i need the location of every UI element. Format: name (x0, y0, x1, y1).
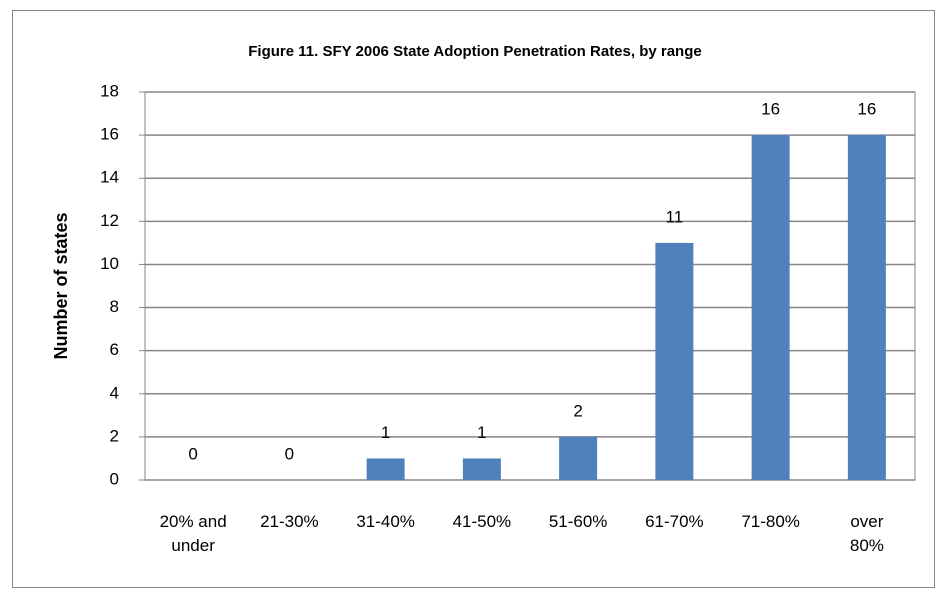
data-label: 16 (761, 100, 780, 119)
x-tick-label: 51-60% (548, 512, 608, 531)
y-tick-label: 16 (100, 125, 119, 144)
y-tick-label: 8 (110, 297, 119, 316)
data-label: 1 (381, 423, 390, 442)
data-label: 1 (477, 423, 486, 442)
bar (847, 135, 886, 480)
y-tick-label: 14 (100, 168, 119, 187)
data-label: 16 (857, 100, 876, 119)
x-tick-label: 41-50% (452, 512, 512, 531)
x-tick-label: 20% and under (159, 512, 227, 555)
y-tick-label: 6 (110, 340, 119, 359)
chart-border (12, 10, 935, 588)
bar (366, 458, 405, 480)
x-tick-label: 21-30% (260, 512, 319, 531)
y-axis-label: Number of states (51, 212, 71, 359)
bar (751, 135, 790, 480)
y-tick-label: 10 (100, 254, 119, 273)
bar (462, 458, 501, 480)
x-tick-label: 61-70% (645, 512, 704, 531)
data-label: 0 (188, 444, 197, 463)
data-label: 2 (573, 401, 582, 420)
bar (559, 436, 598, 480)
y-tick-label: 2 (110, 426, 119, 445)
y-tick-label: 18 (100, 81, 119, 100)
x-tick-label: 71-80% (741, 512, 800, 531)
bar (655, 242, 694, 480)
y-tick-label: 12 (100, 211, 119, 230)
chart-title: Figure 11. SFY 2006 State Adoption Penet… (248, 43, 701, 60)
y-tick-label: 4 (110, 383, 119, 402)
data-label: 0 (285, 444, 294, 463)
data-label: 11 (666, 207, 684, 226)
x-tick-label: over 80% (849, 512, 884, 555)
x-tick-label: 31-40% (356, 512, 415, 531)
y-tick-label: 0 (110, 469, 119, 488)
